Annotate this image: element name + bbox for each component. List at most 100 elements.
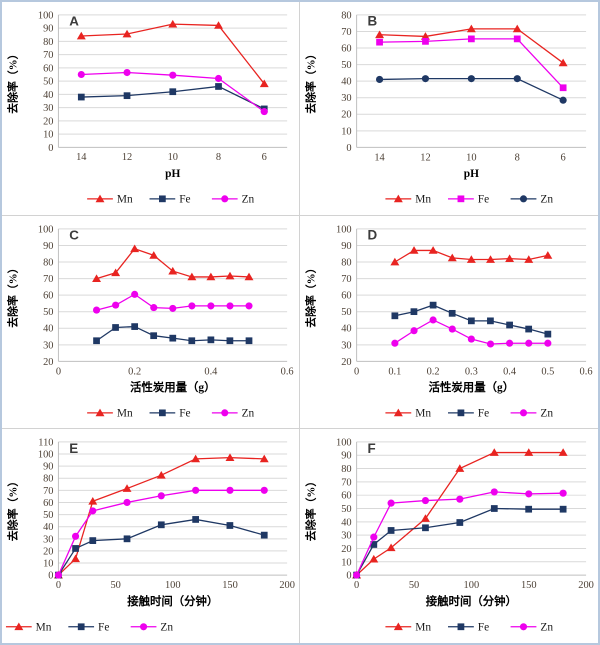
x-tick-label: 50 <box>409 580 419 591</box>
circle-marker <box>221 195 229 203</box>
triangle-marker <box>447 253 457 261</box>
y-tick-label: 90 <box>43 462 53 473</box>
x-tick-label: 8 <box>515 152 520 163</box>
chart-panel-B: 0 10 20 30 40 50 60 70 80 14 12 10 8 6 B 去除率（%） pH Mn Fe Zn <box>300 2 598 216</box>
triangle-marker <box>168 266 178 275</box>
panel-letter: E <box>69 441 78 456</box>
circle-marker <box>387 499 395 508</box>
x-tick-label: 6 <box>262 152 267 163</box>
circle-marker <box>544 339 552 347</box>
circle-marker <box>89 507 97 515</box>
y-tick-label: 60 <box>341 491 351 502</box>
y-tick-label: 100 <box>38 224 54 235</box>
chart-panel-A: 0 10 20 30 40 50 60 70 80 90 100 14 12 10 8 6 A 去除率（%） pH M… <box>2 2 300 216</box>
square-marker <box>260 532 268 539</box>
chart-A-svg: 0 10 20 30 40 50 60 70 80 90 100 14 12 10 8 6 A 去除率（%） pH M… <box>5 10 288 205</box>
triangle-marker <box>88 497 98 505</box>
square-marker <box>77 623 85 631</box>
y-tick-label: 70 <box>341 274 351 285</box>
square-marker <box>544 330 552 338</box>
x-tick-label: 0.1 <box>388 366 401 377</box>
circle-marker <box>245 302 253 310</box>
y-tick-label: 0 <box>346 143 351 154</box>
circle-marker <box>525 490 533 498</box>
legend-label: Fe <box>98 622 109 634</box>
legend-label: Mn <box>117 407 133 419</box>
x-tick-label: 6 <box>561 152 566 163</box>
circle-marker <box>490 488 498 496</box>
circle-marker <box>71 533 80 541</box>
legend-label: Mn <box>117 193 133 205</box>
triangle-marker <box>111 268 121 276</box>
x-tick-label: 12 <box>420 152 430 163</box>
square-marker <box>387 527 395 535</box>
y-tick-label: 80 <box>43 474 53 485</box>
x-tick-label: 0 <box>354 366 359 377</box>
y-tick-label: 40 <box>341 323 351 334</box>
triangle-marker <box>225 453 235 462</box>
legend-item-Mn: Mn <box>385 194 431 205</box>
square-marker <box>467 317 475 324</box>
y-axis-title: 去除率（%） <box>5 262 19 327</box>
circle-marker <box>513 75 521 83</box>
y-tick-label: 30 <box>341 93 351 104</box>
x-tick-label: 150 <box>521 580 537 591</box>
square-marker <box>513 35 521 43</box>
square-marker <box>93 337 100 344</box>
triangle-marker <box>168 19 178 28</box>
x-tick-label: 0.4 <box>204 366 218 377</box>
legend-item-Zn: Zn <box>510 407 553 419</box>
legend-label: Mn <box>36 622 52 634</box>
triangle-marker <box>558 58 568 67</box>
chart-panel-D: 20 30 40 50 60 70 80 90 100 0 0.1 0.2 0.3 0.4 0.5 0.6 D 去… <box>300 216 598 430</box>
y-tick-label: 30 <box>341 531 351 542</box>
legend-item-Mn: Mn <box>87 407 133 419</box>
triangle-marker <box>393 622 403 631</box>
y-tick-label: 30 <box>43 535 53 546</box>
triangle-marker <box>244 272 254 280</box>
y-tick-label: 80 <box>341 257 351 268</box>
x-tick-label: 200 <box>578 580 594 591</box>
y-tick-label: 30 <box>43 340 53 351</box>
square-marker <box>559 506 567 513</box>
x-tick-label: 50 <box>110 580 120 591</box>
circle-marker <box>429 316 437 324</box>
legend-item-Zn: Zn <box>510 194 553 205</box>
x-tick-label: 8 <box>216 152 221 163</box>
circle-marker <box>467 335 475 343</box>
triangle-marker <box>466 24 476 33</box>
circle-marker <box>214 74 223 83</box>
triangle-marker <box>543 250 553 259</box>
y-tick-label: 90 <box>43 24 53 35</box>
y-tick-label: 20 <box>341 110 351 121</box>
y-tick-label: 40 <box>43 90 53 101</box>
triangle-marker <box>489 448 499 457</box>
x-tick-label: 100 <box>464 580 480 591</box>
triangle-marker <box>95 194 105 203</box>
circle-marker <box>192 487 200 495</box>
triangle-marker <box>393 194 403 203</box>
triangle-marker <box>225 271 235 280</box>
y-tick-label: 50 <box>43 510 53 521</box>
triangle-marker <box>512 24 522 33</box>
chart-D-svg: 20 30 40 50 60 70 80 90 100 0 0.1 0.2 0.3 0.4 0.5 0.6 D 去… <box>303 224 592 419</box>
circle-marker <box>92 306 101 314</box>
square-marker <box>422 38 429 45</box>
square-marker <box>226 522 234 530</box>
series-Mn-line <box>356 452 564 576</box>
y-tick-label: 80 <box>43 37 53 48</box>
triangle-marker <box>428 245 438 254</box>
circle-marker <box>456 495 464 504</box>
triangle-marker <box>156 471 166 479</box>
circle-marker <box>188 302 196 310</box>
y-axis-title: 去除率（%） <box>303 49 317 114</box>
square-marker <box>456 519 464 527</box>
square-marker <box>245 337 253 344</box>
y-tick-label: 50 <box>43 77 53 88</box>
legend-item-Zn: Zn <box>510 622 553 634</box>
y-axis-title: 去除率（%） <box>5 49 19 114</box>
triangle-marker <box>393 408 403 416</box>
square-marker <box>169 88 177 96</box>
legend-item-Fe: Fe <box>149 193 191 205</box>
